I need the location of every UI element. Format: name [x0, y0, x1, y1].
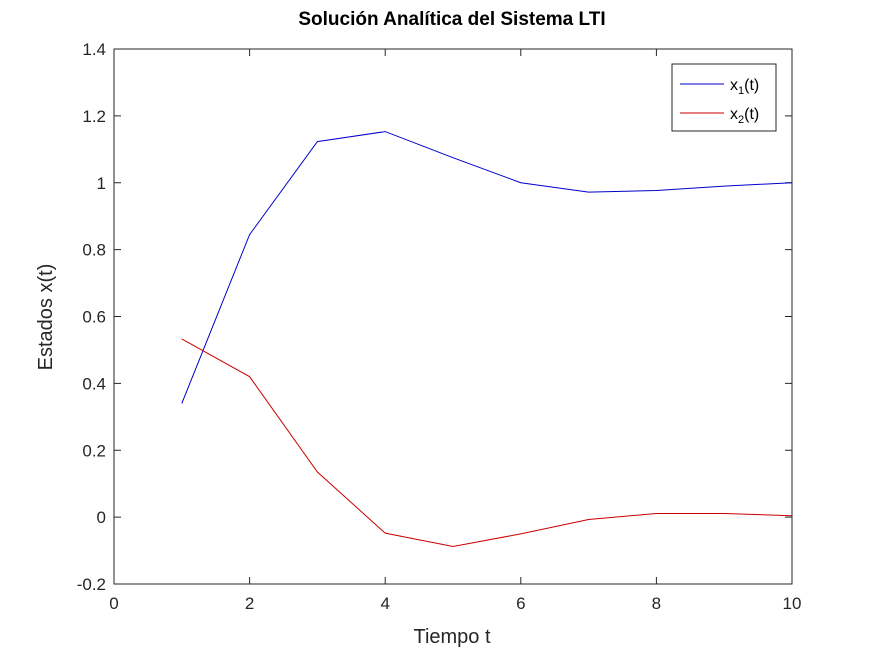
legend-label-base: x — [730, 106, 738, 123]
x-tick-label: 8 — [652, 594, 661, 613]
legend-label-suffix: (t) — [744, 77, 759, 94]
y-tick-label: 1 — [97, 174, 106, 193]
legend: x1(t)x2(t) — [671, 63, 777, 132]
y-tick-label: 0.4 — [82, 374, 106, 393]
legend-label-subscript: 2 — [738, 114, 744, 126]
series-line-1 — [181, 131, 793, 404]
x-tick-label: 0 — [109, 594, 118, 613]
y-tick-label: 1.4 — [82, 40, 106, 59]
legend-label-subscript: 1 — [738, 85, 744, 97]
y-axis-label: Estados x(t) — [35, 264, 57, 371]
y-tick-label: 0.8 — [82, 241, 106, 260]
y-tick-label: 0 — [97, 508, 106, 527]
legend-label-2: x2(t) — [730, 106, 759, 126]
x-tick-label: 6 — [516, 594, 525, 613]
y-tick-label: -0.2 — [77, 575, 106, 594]
x-axis-label: Tiempo t — [413, 626, 491, 648]
chart-title: Solución Analítica del Sistema LTI — [298, 9, 605, 30]
y-tick-label: 1.2 — [82, 107, 106, 126]
legend-label-base: x — [730, 77, 738, 94]
y-tick-label: 0.2 — [82, 441, 106, 460]
legend-label-suffix: (t) — [744, 106, 759, 123]
legend-label-1: x1(t) — [730, 77, 759, 97]
x-tick-label: 2 — [245, 594, 254, 613]
x-tick-label: 4 — [380, 594, 389, 613]
series-line-2 — [181, 338, 793, 548]
plot-area: 0 2 4 6 8 10-0.200.20.40.60.811.21.4x1(t)x2(t… — [77, 40, 802, 613]
y-tick-label: 0.6 — [82, 308, 106, 327]
x-tick-label: 10 — [783, 594, 802, 613]
legend-box — [671, 63, 777, 132]
